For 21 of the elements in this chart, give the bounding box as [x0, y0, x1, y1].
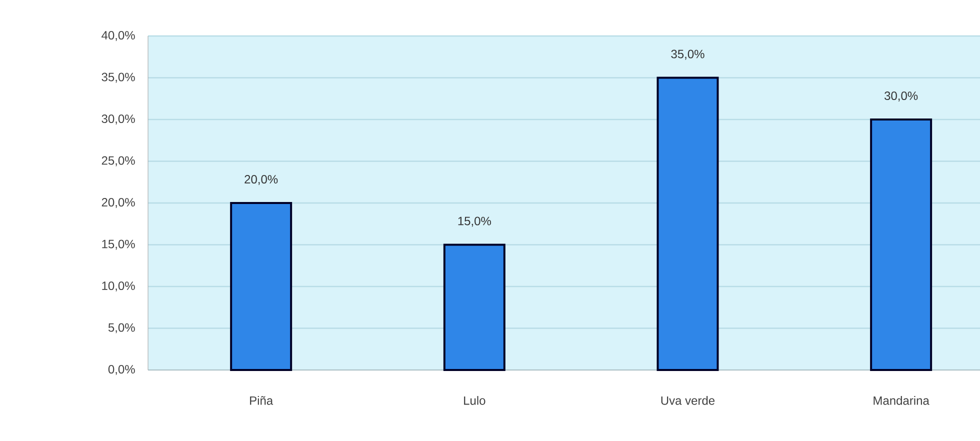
data-label: 30,0%	[884, 92, 918, 102]
y-tick-label: 35,0%	[102, 72, 135, 83]
data-label: 35,0%	[671, 50, 704, 60]
data-label: 15,0%	[458, 216, 491, 227]
x-tick-label: Mandarina	[874, 396, 930, 405]
y-tick-label: 0,0%	[108, 365, 135, 375]
x-tick-label: Piña	[250, 396, 274, 405]
bar	[230, 202, 292, 371]
bar	[656, 76, 719, 371]
bar	[870, 118, 932, 371]
x-tick-label: Uva verde	[661, 396, 715, 405]
x-tick-label: Lulo	[464, 396, 486, 405]
y-tick-label: 20,0%	[102, 198, 135, 208]
data-label: 20,0%	[244, 175, 278, 185]
y-tick-label: 40,0%	[102, 31, 135, 41]
y-tick-label: 10,0%	[102, 282, 135, 292]
y-tick-label: 30,0%	[102, 114, 135, 124]
y-tick-label: 25,0%	[102, 156, 135, 166]
y-tick-label: 5,0%	[108, 323, 135, 334]
y-tick-label: 15,0%	[102, 240, 135, 250]
bar	[443, 244, 506, 371]
